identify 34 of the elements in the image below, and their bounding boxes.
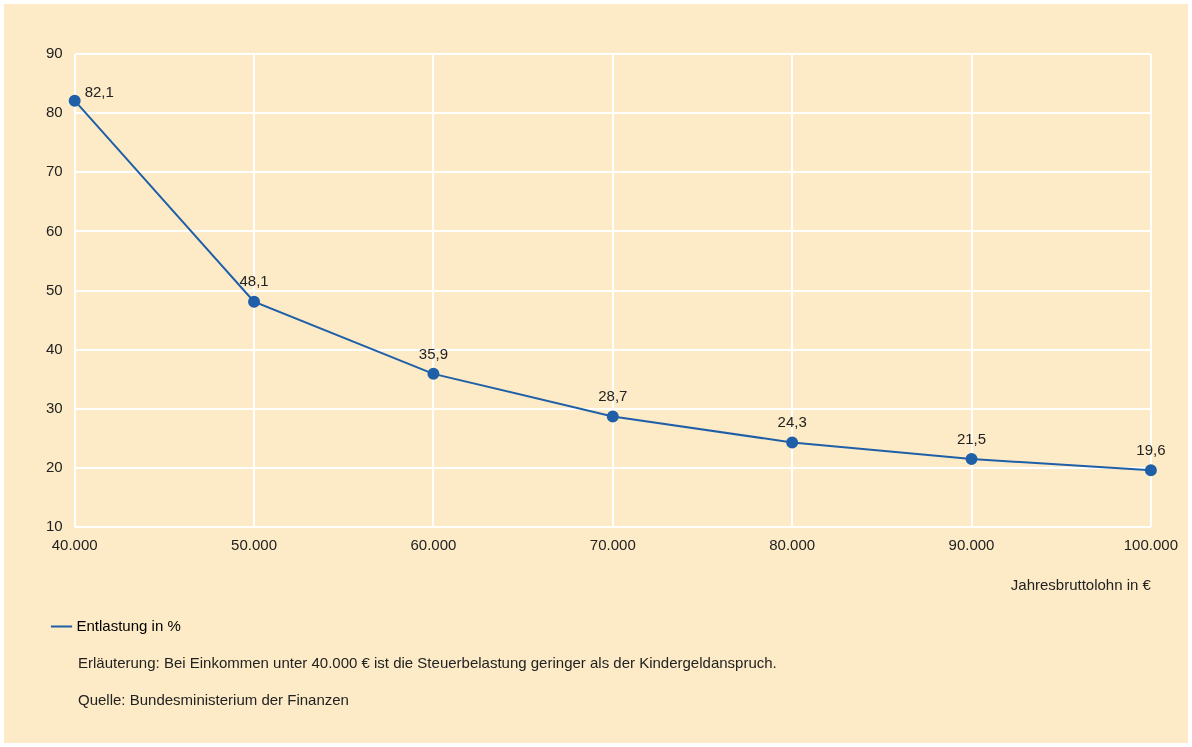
data-label: 19,6: [1136, 440, 1166, 458]
x-tick-label: 100.000: [1123, 536, 1179, 554]
data-label: 24,3: [777, 413, 807, 431]
data-label: 35,9: [418, 344, 449, 362]
data-label: 28,7: [598, 387, 628, 405]
y-tick-label: 10: [46, 517, 63, 535]
y-tick-label: 30: [46, 398, 63, 416]
source-note: Quelle: Bundesministerium der Finanzen: [78, 691, 350, 708]
point: [606, 410, 619, 423]
point: [248, 295, 261, 308]
point: [427, 367, 440, 380]
y-tick-label: 20: [46, 458, 63, 476]
x-tick-label: 50.000: [231, 536, 277, 554]
y-tick-label: 70: [46, 162, 63, 180]
x-tick-label: 70.000: [589, 536, 636, 554]
point: [68, 94, 81, 107]
data-label: 82,1: [84, 82, 114, 100]
x-axis-title: Jahresbruttolohn in €: [1010, 576, 1152, 594]
y-tick-label: 90: [46, 44, 63, 62]
point: [1144, 464, 1157, 477]
legend-label: Entlastung in %: [76, 616, 181, 634]
x-tick-label: 80.000: [769, 536, 816, 554]
data-label: 21,5: [956, 429, 987, 447]
data-label: 48,1: [239, 272, 269, 290]
x-tick-label: 40.000: [51, 536, 98, 554]
y-tick-label: 60: [46, 221, 63, 239]
y-tick-label: 50: [46, 280, 63, 298]
text: Erläuterung: Bei Einkommen unter 40.000 € ist die Steuerbelastung geringer als der Kindergeldanspruch.: [78, 654, 777, 671]
x-tick-label: 90.000: [948, 536, 995, 554]
x-tick-label: 60.000: [410, 536, 457, 554]
y-tick-label: 40: [46, 339, 63, 357]
point: [965, 453, 978, 466]
y-tick-label: 80: [46, 103, 63, 121]
point: [786, 436, 799, 449]
